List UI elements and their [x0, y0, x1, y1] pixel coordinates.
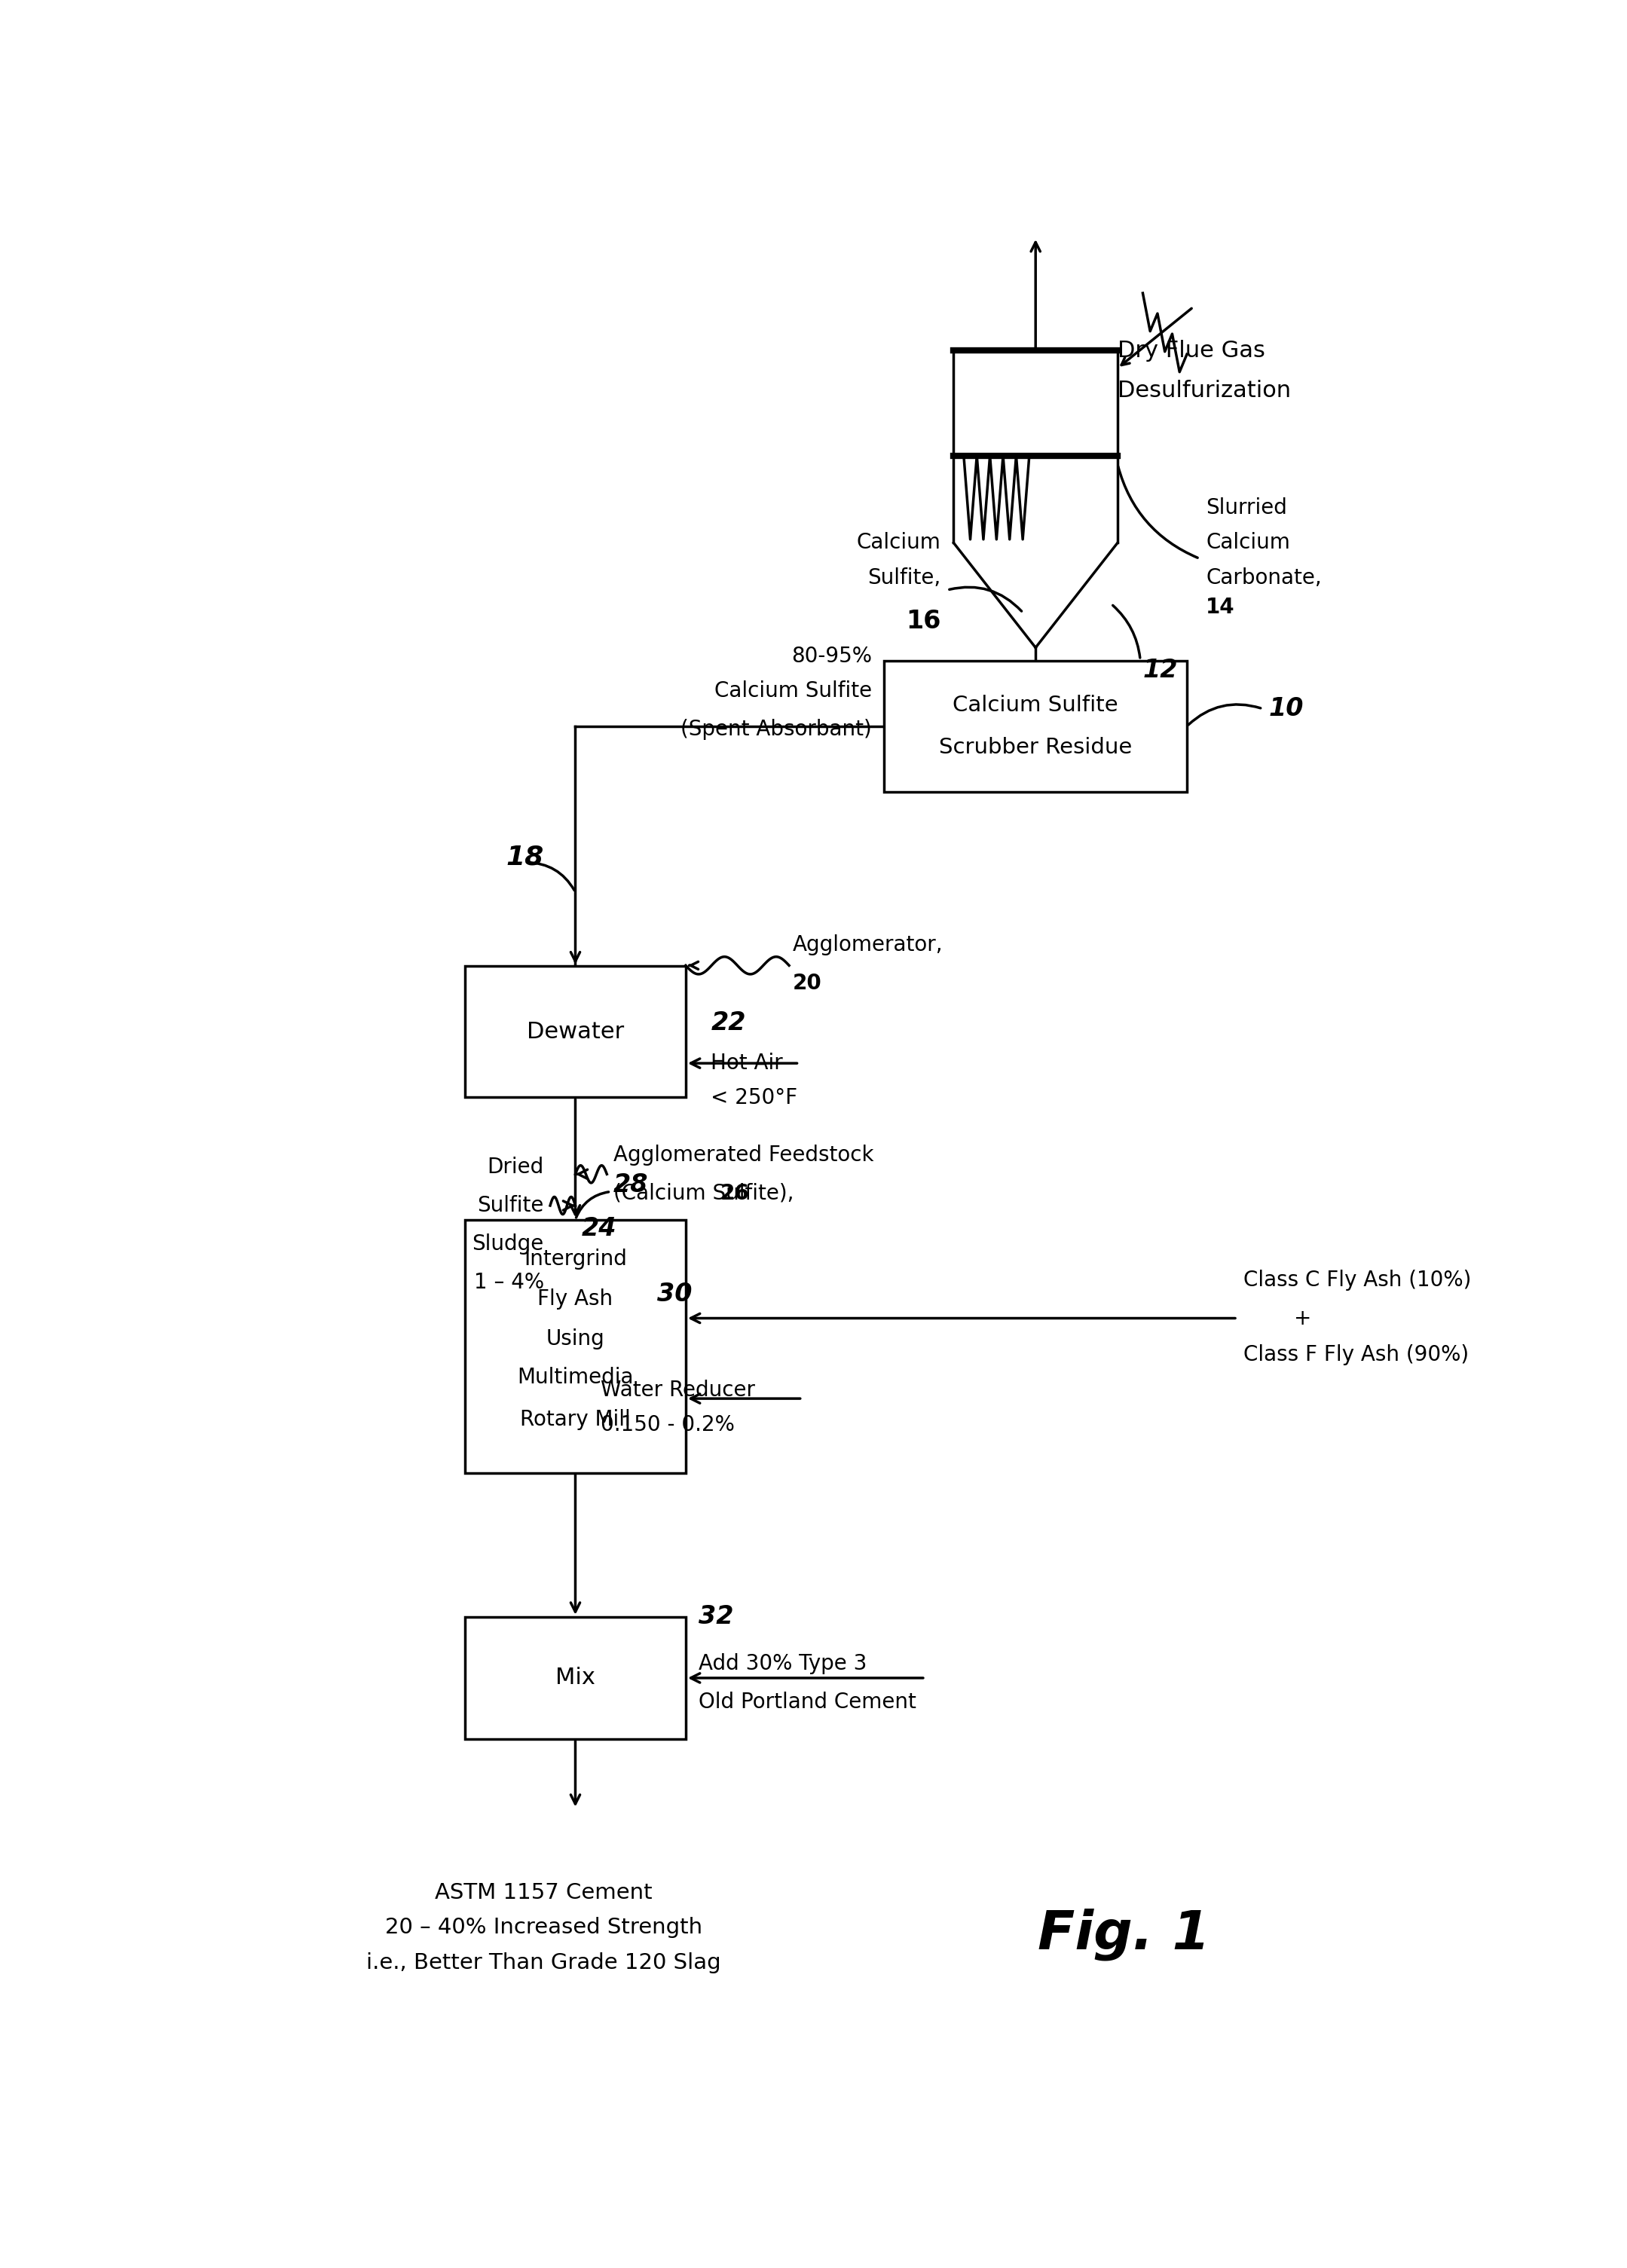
Text: Sulfite,: Sulfite,: [867, 567, 940, 587]
Text: 14: 14: [1206, 596, 1235, 617]
Text: Old Portland Cement: Old Portland Cement: [698, 1692, 916, 1712]
Text: 32: 32: [698, 1603, 734, 1628]
Text: 18: 18: [506, 844, 543, 871]
Text: 30: 30: [657, 1281, 693, 1306]
Text: Fig. 1: Fig. 1: [1038, 1907, 1210, 1962]
Text: Carbonate,: Carbonate,: [1206, 567, 1321, 587]
Bar: [465, 966, 685, 1098]
Text: Intergrind: Intergrind: [524, 1247, 626, 1270]
Text: 20: 20: [792, 973, 822, 993]
Text: Rotary Mill: Rotary Mill: [521, 1408, 631, 1431]
Text: 12: 12: [1142, 658, 1178, 683]
Bar: [885, 660, 1188, 792]
Text: Slurried: Slurried: [1206, 497, 1287, 519]
Text: Add 30% Type 3: Add 30% Type 3: [698, 1653, 867, 1674]
Text: Fly Ash: Fly Ash: [537, 1288, 613, 1309]
Text: 22: 22: [711, 1012, 745, 1036]
Text: Multimedia: Multimedia: [517, 1368, 633, 1388]
Text: Using: Using: [547, 1329, 605, 1349]
Text: 24: 24: [582, 1216, 617, 1241]
Text: Sludge: Sludge: [472, 1234, 543, 1254]
Text: 10: 10: [1269, 696, 1303, 721]
Text: Calcium: Calcium: [857, 533, 940, 553]
Text: (Spent Absorbant): (Spent Absorbant): [680, 719, 872, 739]
Text: Dried: Dried: [486, 1157, 543, 1177]
Text: 0.150 - 0.2%: 0.150 - 0.2%: [600, 1415, 735, 1436]
Text: 80-95%: 80-95%: [791, 646, 872, 667]
Text: Agglomerated Feedstock: Agglomerated Feedstock: [613, 1145, 874, 1166]
Text: Hot Air: Hot Air: [711, 1052, 783, 1073]
Bar: [465, 1220, 685, 1472]
Text: Agglomerator,: Agglomerator,: [792, 934, 944, 955]
Text: Calcium Sulfite: Calcium Sulfite: [714, 680, 872, 701]
Text: 28: 28: [613, 1173, 648, 1198]
Text: Dry Flue Gas: Dry Flue Gas: [1118, 340, 1266, 361]
Text: Mix: Mix: [555, 1667, 595, 1690]
Text: Sulfite: Sulfite: [477, 1195, 543, 1216]
Text: 16: 16: [906, 610, 940, 633]
Text: Water Reducer: Water Reducer: [600, 1379, 755, 1399]
Text: Class F Fly Ash (90%): Class F Fly Ash (90%): [1243, 1345, 1469, 1365]
Text: 1 – 4%: 1 – 4%: [473, 1272, 543, 1293]
Text: Dewater: Dewater: [527, 1021, 625, 1043]
Text: +: +: [1293, 1309, 1311, 1329]
Text: Calcium: Calcium: [1206, 533, 1290, 553]
Bar: [465, 1617, 685, 1740]
Text: < 250°F: < 250°F: [711, 1089, 797, 1109]
Text: i.e., Better Than Grade 120 Slag: i.e., Better Than Grade 120 Slag: [366, 1953, 721, 1973]
Text: (Calcium Sulfite),: (Calcium Sulfite),: [613, 1184, 794, 1204]
Text: Scrubber Residue: Scrubber Residue: [939, 737, 1132, 758]
Text: 26: 26: [721, 1184, 750, 1204]
Text: 20 – 40% Increased Strength: 20 – 40% Increased Strength: [386, 1916, 703, 1939]
Text: Desulfurization: Desulfurization: [1118, 381, 1290, 401]
Text: ASTM 1157 Cement: ASTM 1157 Cement: [434, 1882, 652, 1903]
Text: Calcium Sulfite: Calcium Sulfite: [953, 694, 1118, 717]
Text: Class C Fly Ash (10%): Class C Fly Ash (10%): [1243, 1270, 1471, 1290]
